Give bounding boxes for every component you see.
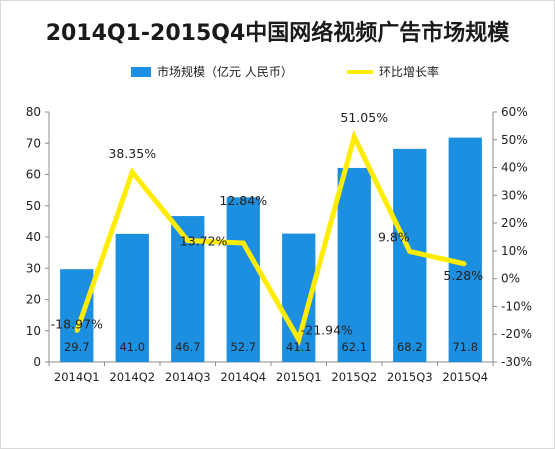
legend-swatch-line: [347, 69, 373, 74]
bar: [448, 137, 482, 362]
line-data-label: -18.97%: [51, 316, 103, 331]
x-tick-label: 2014Q3: [165, 370, 211, 384]
bar: [60, 269, 94, 362]
bar-data-label: 62.1: [341, 340, 367, 354]
legend: 市场规模（亿元 人民币） 环比增长率: [1, 63, 554, 83]
y-right-tick-label: 60%: [501, 105, 528, 119]
y-right-tick-label: -30%: [501, 355, 532, 369]
line-point: [408, 249, 412, 253]
y-right-tick-label: 10%: [501, 244, 528, 258]
legend-item-market-size: 市场规模（亿元 人民币）: [131, 63, 293, 80]
line-point: [130, 170, 134, 174]
x-tick-label: 2014Q4: [220, 370, 266, 384]
legend-item-growth-rate: 环比增长率: [347, 63, 439, 80]
bar: [115, 233, 149, 362]
line-point: [463, 262, 467, 266]
y-right-tick-label: 40%: [501, 161, 528, 175]
y-right-tick-label: 30%: [501, 188, 528, 202]
y-left-tick-label: 0: [33, 355, 41, 369]
bar-data-label: 29.7: [64, 340, 90, 354]
bar: [226, 197, 260, 362]
legend-label-market-size: 市场规模（亿元 人民币）: [157, 65, 293, 79]
x-tick-label: 2015Q1: [276, 370, 322, 384]
x-tick-label: 2015Q3: [387, 370, 433, 384]
y-left-tick-label: 70: [26, 136, 41, 150]
line-data-label: -21.94%: [301, 323, 353, 338]
line-data-label: 51.05%: [340, 110, 388, 125]
y-left-tick-label: 30: [26, 261, 41, 275]
line-data-label: 12.84%: [219, 193, 267, 208]
bar: [337, 167, 371, 362]
chart-title: 2014Q1-2015Q4中国网络视频广告市场规模: [45, 21, 510, 46]
y-left-tick-label: 60: [26, 168, 41, 182]
y-right-tick-label: -10%: [501, 299, 532, 313]
line-point: [297, 338, 301, 342]
line-point: [186, 239, 190, 243]
y-right-tick-label: 20%: [501, 216, 528, 230]
line-point: [75, 329, 79, 333]
bar-data-label: 71.8: [452, 340, 478, 354]
line-data-label: 5.28%: [443, 268, 483, 283]
y-left-tick-label: 20: [26, 293, 41, 307]
x-tick-label: 2015Q4: [442, 370, 488, 384]
line-data-label: 13.72%: [180, 234, 228, 249]
y-right-tick-label: -20%: [501, 327, 532, 341]
line-point: [352, 135, 356, 139]
line-data-label: 38.35%: [108, 146, 156, 161]
x-tick-label: 2014Q2: [109, 370, 155, 384]
bar-data-label: 52.7: [230, 340, 256, 354]
y-right-tick-label: 0%: [501, 272, 520, 286]
x-tick-label: 2014Q1: [54, 370, 100, 384]
y-left-tick-label: 80: [26, 105, 41, 119]
y-left-tick-label: 40: [26, 230, 41, 244]
y-left-tick-label: 50: [26, 199, 41, 213]
line-data-label: 9.8%: [378, 229, 410, 244]
x-tick-label: 2015Q2: [331, 370, 377, 384]
growth-rate-line: [74, 129, 466, 347]
bar-data-label: 68.2: [397, 340, 423, 354]
bar-data-label: 41.1: [286, 340, 312, 354]
bar-data-label: 41.0: [119, 340, 145, 354]
legend-swatch-bar: [131, 66, 151, 77]
y-right-tick-label: 50%: [501, 133, 528, 147]
legend-label-growth-rate: 环比增长率: [379, 65, 440, 79]
bar-data-label: 46.7: [175, 340, 201, 354]
line-point: [241, 241, 245, 245]
y-left-tick-label: 10: [26, 324, 41, 338]
